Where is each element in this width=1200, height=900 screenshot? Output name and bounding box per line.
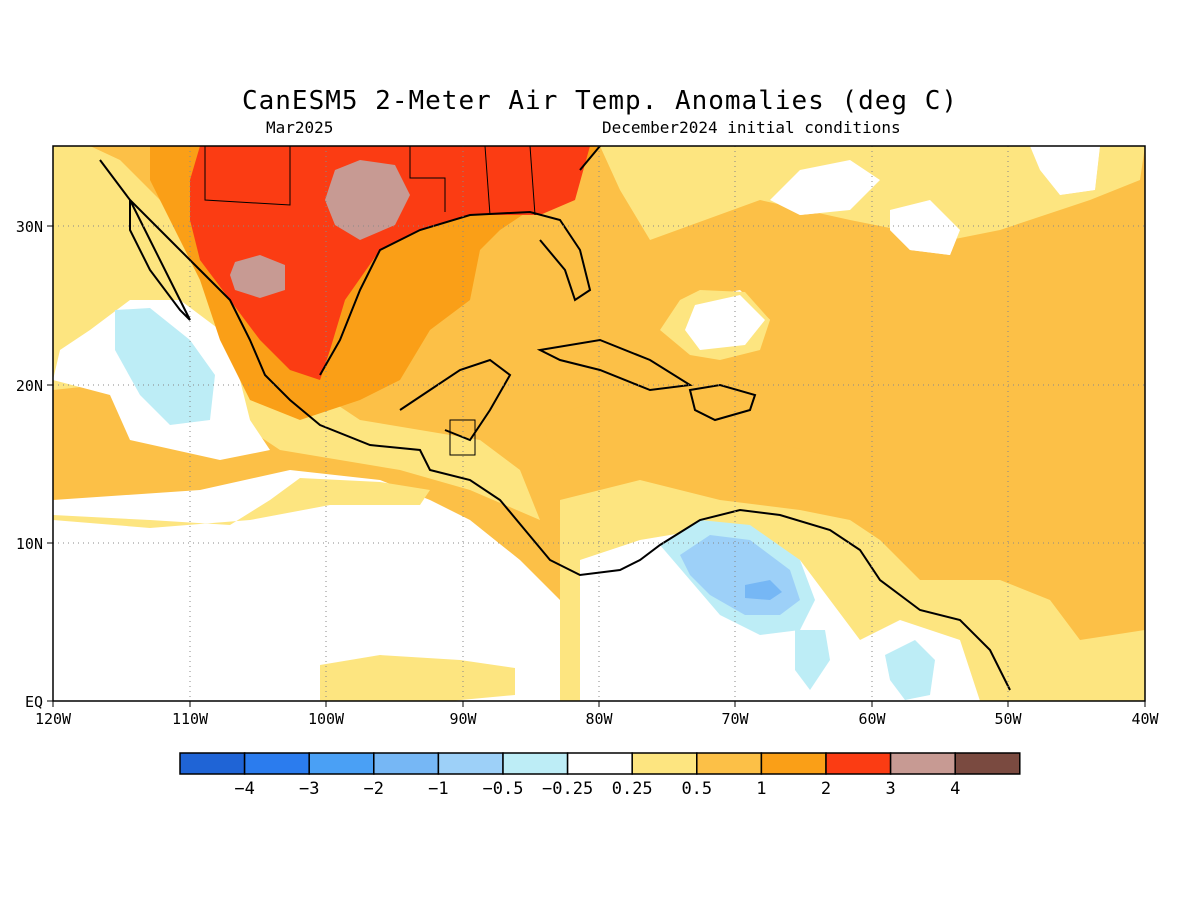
lon-label: 120W: [35, 710, 72, 728]
axis-ticks: [47, 225, 1146, 707]
lat-label: 10N: [16, 535, 43, 553]
colorbar-swatch: [825, 752, 892, 775]
valid-month-label: Mar2025: [266, 118, 334, 137]
shaded-field: [53, 146, 1145, 701]
colorbar-swatch: [502, 752, 569, 775]
lon-label: 90W: [449, 710, 477, 728]
lon-label: 40W: [1131, 710, 1159, 728]
colorbar-labels: −4 −3 −2 −1 −0.5 −0.25 0.25 0.5 1 2 3 4: [234, 779, 960, 799]
colorbar-tick-label: 2: [821, 779, 831, 799]
lon-label: 80W: [585, 710, 613, 728]
lat-labels: EQ 10N 20N 30N: [16, 218, 43, 711]
coastlines: [99, 146, 1011, 691]
lat-label: 20N: [16, 377, 43, 395]
graticule: [53, 146, 1145, 701]
colorbar-tick-label: −1: [428, 779, 448, 799]
colorbar-tick-label: −2: [364, 779, 384, 799]
colorbar-swatch: [566, 752, 633, 775]
colorbar-tick-label: −4: [234, 779, 254, 799]
colorbar-swatch: [954, 752, 1021, 775]
lon-label: 60W: [858, 710, 886, 728]
colorbar-tick-label: 4: [950, 779, 960, 799]
lat-label: 30N: [16, 218, 43, 236]
lon-label: 70W: [721, 710, 749, 728]
colorbar-swatch: [373, 752, 440, 775]
colorbar-swatch: [631, 752, 698, 775]
colorbar-tick-label: 0.5: [681, 779, 712, 799]
colorbar-boxes: [179, 752, 1021, 775]
colorbar-swatch: [179, 752, 246, 775]
lon-label: 100W: [308, 710, 345, 728]
initial-conditions-label: December2024 initial conditions: [602, 118, 901, 137]
lon-label: 110W: [172, 710, 209, 728]
lat-label: EQ: [25, 693, 43, 711]
colorbar-tick-label: 3: [885, 779, 895, 799]
colorbar-swatch: [243, 752, 310, 775]
lon-labels: 120W 110W 100W 90W 80W 70W 60W 50W 40W: [35, 710, 1160, 728]
colorbar-tick-label: −0.25: [542, 779, 593, 799]
colorbar-swatch: [889, 752, 956, 775]
colorbar-tick-label: 1: [756, 779, 766, 799]
colorbar-tick-label: −3: [299, 779, 319, 799]
colorbar-swatch: [437, 752, 504, 775]
colorbar-tick-label: 0.25: [612, 779, 653, 799]
borders: [204, 146, 536, 456]
colorbar-tick-label: −0.5: [483, 779, 524, 799]
colorbar-swatch: [760, 752, 827, 775]
colorbar-swatch: [696, 752, 763, 775]
colorbar-swatch: [308, 752, 375, 775]
map-title: CanESM5 2-Meter Air Temp. Anomalies (deg…: [241, 86, 959, 116]
lon-label: 50W: [994, 710, 1022, 728]
